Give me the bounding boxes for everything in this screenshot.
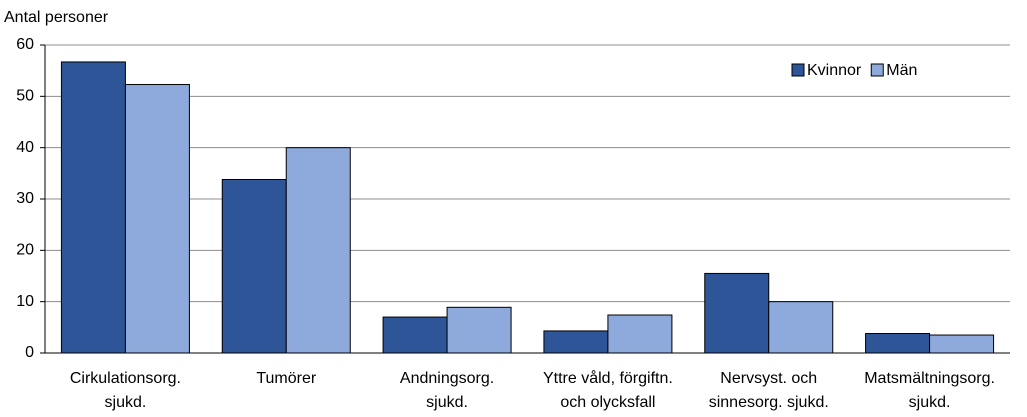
x-tick-label: Andningsorg. sjukd. [400,370,494,411]
x-tick-label: Nervsyst. och sinnesorg. sjukd. [709,370,829,411]
bar [221,178,287,354]
x-tick-label-line: och olycksfall [560,394,655,411]
y-axis-label: Antal personer [4,9,109,26]
bar [446,306,512,354]
bar [543,330,609,354]
y-tick-label: 30 [16,190,34,207]
bar [704,272,770,354]
bar [285,147,351,354]
legend-label: Män [886,62,917,79]
x-tick-label-line: Andningsorg. [400,370,494,387]
x-tick-label: Tumörer [256,370,317,387]
y-tick-label: 50 [16,88,34,105]
x-tick-label: Cirkulationsorg. sjukd. [70,370,181,411]
x-tick-label: Matsmältningsorg. sjukd. [864,370,995,411]
x-tick-label-line: Yttre våld, förgiftn. [543,369,673,387]
y-tick-label: 40 [16,139,34,156]
x-tick-label-line: sinnesorg. sjukd. [709,394,829,411]
x-tick-label-line: sjukd. [105,394,147,411]
bar [865,332,931,354]
bar [607,314,673,354]
x-tick-label-line: Cirkulationsorg. [70,370,181,387]
legend-swatch [870,63,884,77]
bar [768,301,834,354]
bar [60,61,126,354]
x-tick-label-line: Matsmältningsorg. [864,370,995,387]
x-tick-label-line: Nervsyst. och [720,370,817,387]
y-tick-label: 60 [16,36,34,53]
x-tick-label-line: sjukd. [426,394,468,411]
x-tick-label-line: sjukd. [909,394,951,411]
x-tick-label-line: Tumörer [256,370,317,387]
y-tick-label: 10 [16,293,34,310]
bar [929,334,995,354]
legend-swatch [791,63,805,77]
x-tick-label: Yttre våld, förgiftn. och olycksfall [543,369,673,411]
legend-label: Kvinnor [807,62,862,79]
y-tick-label: 0 [25,344,34,361]
bar [124,84,190,354]
y-tick-label: 20 [16,242,34,259]
bar [382,316,448,354]
